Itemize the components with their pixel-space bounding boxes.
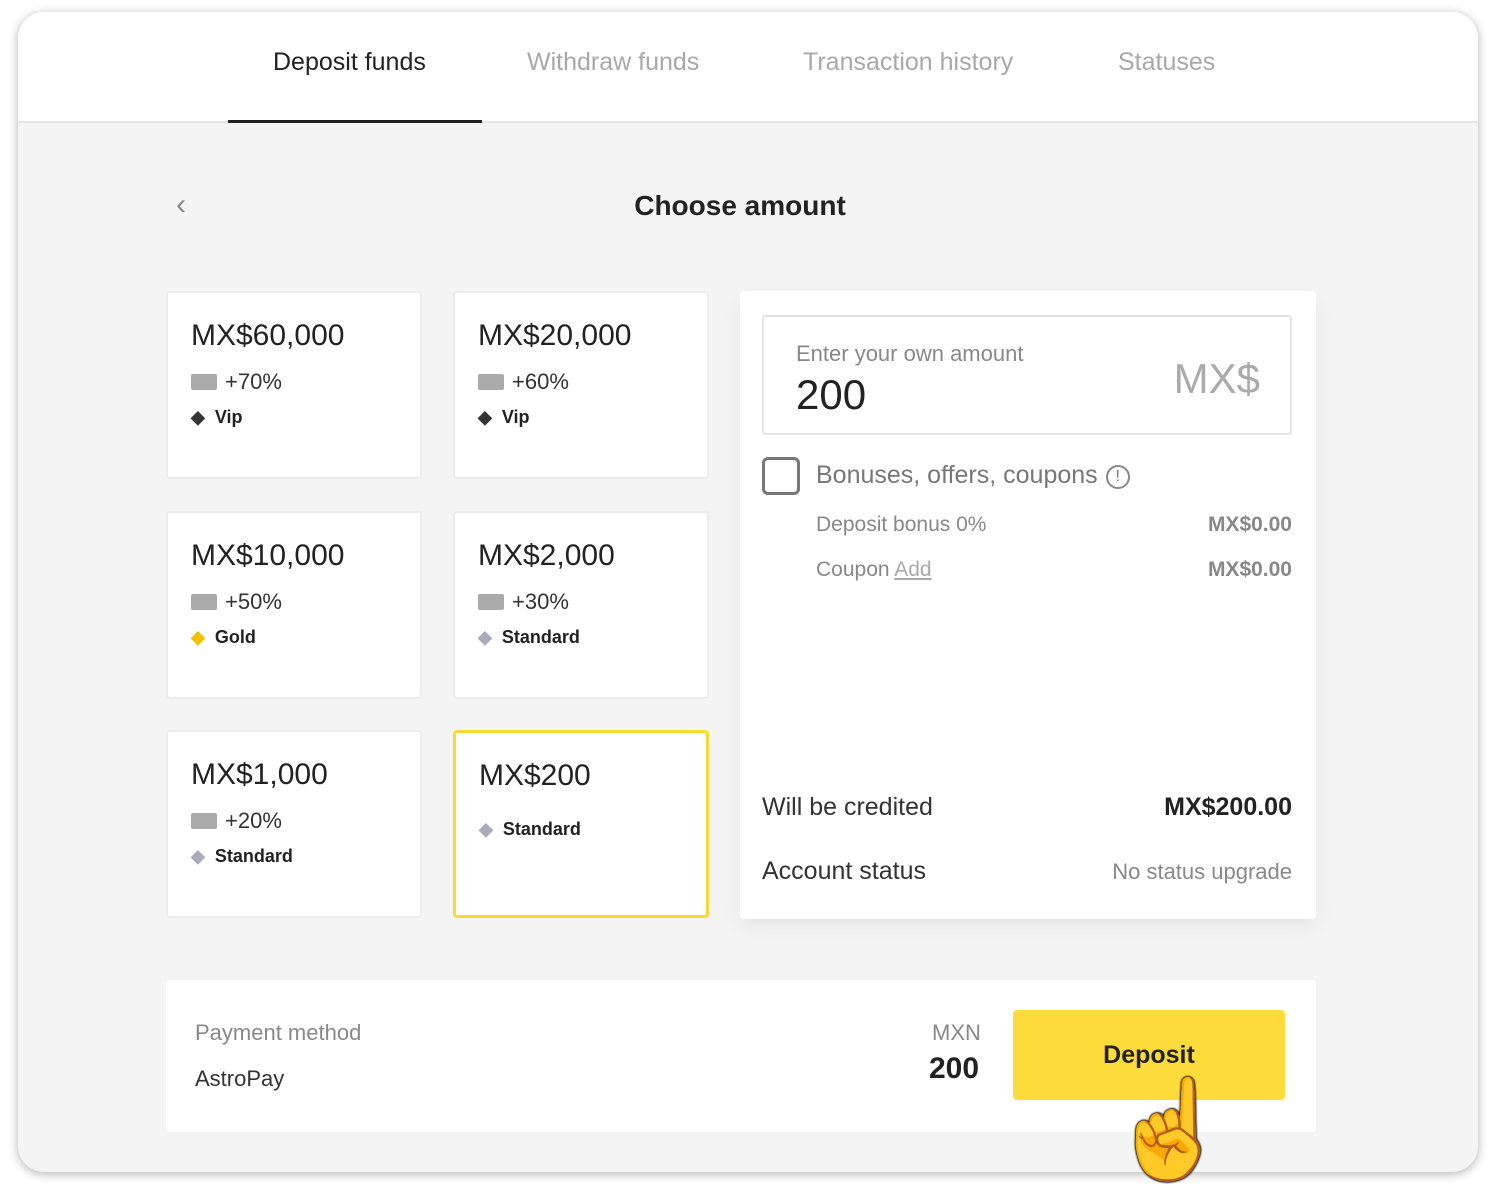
tab-transaction-history[interactable]: Transaction history — [803, 48, 1014, 76]
coupon-label: Coupon — [816, 558, 890, 581]
diamond-icon: ◆ — [479, 819, 493, 839]
diamond-icon: ◆ — [478, 407, 492, 427]
amount-input[interactable]: Enter your own amount 200 MX$ — [762, 315, 1292, 435]
amount-input-label: Enter your own amount — [796, 341, 1024, 366]
diamond-icon: ◆ — [191, 627, 205, 647]
card-status: Vip — [214, 407, 243, 427]
tab-statuses[interactable]: Statuses — [1118, 48, 1216, 76]
credited-label: Will be credited — [762, 793, 933, 821]
currency-label: MXN — [932, 1020, 981, 1045]
account-status-label: Account status — [762, 857, 926, 885]
card-status: Vip — [501, 407, 530, 427]
deposit-bonus-value: MX$0.00 — [1207, 513, 1292, 536]
card-status: Standard — [502, 819, 581, 839]
card-amount: MX$10,000 — [191, 539, 345, 572]
page-title: Choose amount — [634, 190, 846, 221]
deposit-button[interactable]: Deposit — [1013, 1010, 1285, 1100]
deposit-window: Deposit funds Withdraw funds Transaction… — [18, 12, 1478, 1172]
tab-bar: Deposit funds Withdraw funds Transaction… — [18, 12, 1478, 123]
bonuses-label: Bonuses, offers, coupons — [816, 461, 1098, 489]
diamond-icon: ◆ — [478, 627, 492, 647]
card-bonus: +30% — [512, 589, 569, 614]
ticket-icon — [191, 374, 217, 390]
ticket-icon — [191, 813, 217, 829]
back-chevron-icon[interactable]: ‹ — [176, 188, 186, 221]
card-status: Standard — [214, 846, 293, 866]
amount-card[interactable]: MX$2,000 +30% ◆ Standard — [453, 511, 709, 699]
ticket-icon — [191, 594, 217, 610]
tab-deposit-funds[interactable]: Deposit funds — [273, 48, 426, 76]
card-amount: MX$60,000 — [191, 319, 345, 352]
card-amount: MX$2,000 — [478, 539, 615, 572]
account-status-value: No status upgrade — [1112, 858, 1292, 884]
amount-card[interactable]: MX$1,000 +20% ◆ Standard — [166, 730, 422, 918]
card-bonus: +20% — [225, 808, 282, 833]
summary-panel: Enter your own amount 200 MX$ Bonuses, o… — [740, 291, 1316, 919]
card-bonus: +70% — [225, 369, 282, 394]
amount-input-value[interactable]: 200 — [796, 371, 867, 418]
payment-method-value: AstroPay — [195, 1066, 285, 1091]
card-amount: MX$1,000 — [191, 758, 328, 791]
deposit-bonus-label: Deposit bonus 0% — [816, 513, 987, 536]
add-coupon-link[interactable]: Add — [894, 558, 932, 581]
currency-symbol: MX$ — [1173, 355, 1260, 402]
active-tab-indicator — [228, 120, 482, 123]
amount-card[interactable]: MX$20,000 +60% ◆ Vip — [453, 291, 709, 479]
ticket-icon — [478, 594, 504, 610]
payment-bar: Payment method AstroPay MXN 200 Deposit — [166, 980, 1316, 1132]
coupon-value: MX$0.00 — [1207, 558, 1292, 581]
card-bonus: +50% — [225, 589, 282, 614]
tab-withdraw-funds[interactable]: Withdraw funds — [527, 48, 700, 76]
ticket-icon — [478, 374, 504, 390]
card-status: Standard — [501, 627, 580, 647]
bonuses-checkbox[interactable] — [762, 457, 800, 495]
diamond-icon: ◆ — [191, 846, 205, 866]
diamond-icon: ◆ — [191, 407, 205, 427]
amount-card-selected[interactable]: MX$200 ◆ Standard — [453, 730, 709, 918]
card-amount: MX$200 — [479, 759, 591, 792]
hand-cursor-icon: ☝ — [1110, 1076, 1230, 1183]
amount-card[interactable]: MX$60,000 +70% ◆ Vip — [166, 291, 422, 479]
card-amount: MX$20,000 — [478, 319, 632, 352]
deposit-amount: 200 — [929, 1052, 980, 1085]
card-bonus: +60% — [512, 369, 569, 394]
payment-method-label: Payment method — [195, 1020, 362, 1045]
info-icon[interactable]: ! — [1105, 465, 1130, 489]
card-status: Gold — [214, 627, 256, 647]
credited-value: MX$200.00 — [1164, 793, 1292, 821]
amount-card[interactable]: MX$10,000 +50% ◆ Gold — [166, 511, 422, 699]
